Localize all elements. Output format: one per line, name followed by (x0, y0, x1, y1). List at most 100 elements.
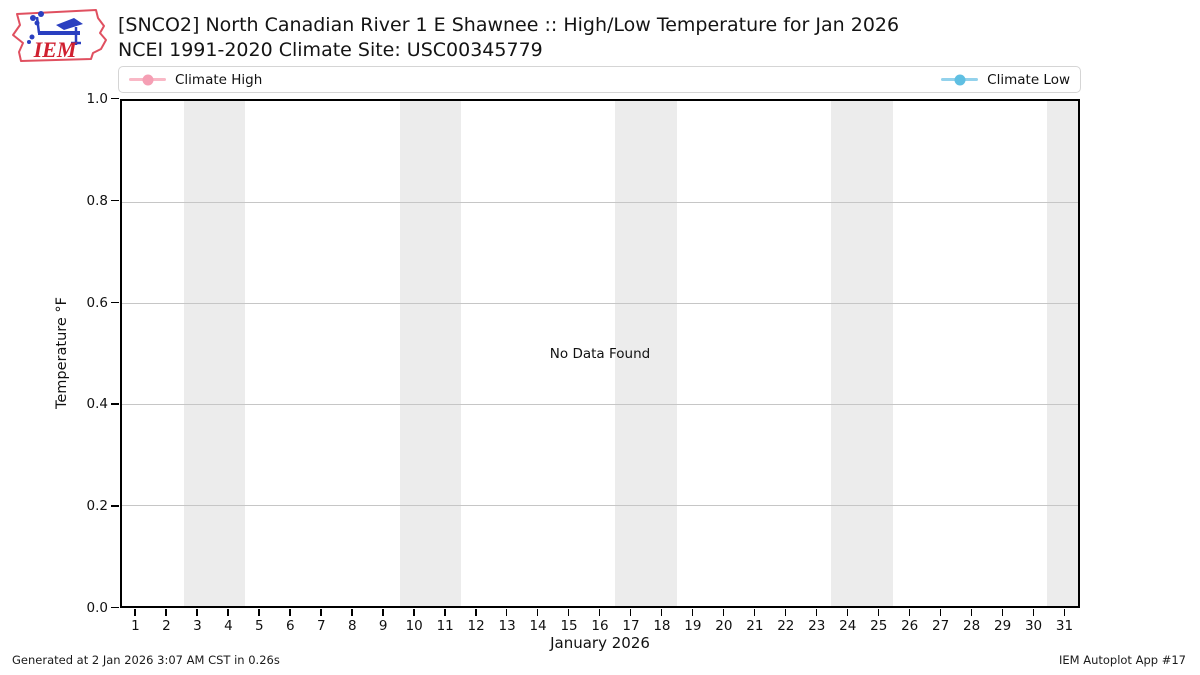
x-tick-label: 21 (746, 618, 764, 634)
x-tick-mark (908, 609, 911, 616)
weekend-shading-band (1047, 101, 1078, 606)
legend-label-climate-low: Climate Low (987, 71, 1070, 88)
x-tick-label: 28 (963, 618, 981, 634)
x-tick-label: 11 (436, 618, 454, 634)
no-data-annotation: No Data Found (549, 345, 651, 362)
x-tick-label: 12 (467, 618, 485, 634)
x-tick-label: 27 (932, 618, 950, 634)
x-tick-mark (939, 609, 942, 616)
y-tick-mark (111, 98, 119, 100)
x-tick-mark (722, 609, 725, 616)
weekend-shading-band (831, 101, 893, 606)
x-tick-label: 14 (529, 618, 547, 634)
x-tick-mark (351, 609, 353, 616)
x-tick-label: 8 (347, 618, 357, 634)
x-tick-mark (1032, 609, 1034, 616)
x-tick-mark (320, 609, 322, 616)
x-tick-mark (165, 609, 167, 616)
x-tick-label: 3 (193, 618, 202, 634)
y-gridline (122, 303, 1078, 304)
y-tick-label: 1.0 (86, 91, 108, 107)
y-gridline (122, 202, 1078, 203)
legend-label-climate-high: Climate High (175, 71, 263, 88)
y-axis-title: Temperature °F (54, 296, 70, 410)
weekend-shading-band (399, 101, 462, 606)
plot-area: No Data Found (120, 99, 1080, 608)
x-tick-label: 13 (498, 618, 516, 634)
x-tick-label: 1 (131, 618, 140, 634)
x-tick-mark (970, 609, 972, 616)
legend-entry-climate-high: Climate High (129, 72, 262, 88)
iem-logo: IEM (12, 9, 107, 62)
x-tick-mark (382, 609, 384, 616)
x-tick-label: 15 (560, 618, 578, 634)
x-tick-label: 22 (777, 618, 795, 634)
x-tick-label: 19 (684, 618, 702, 634)
x-tick-label: 7 (316, 618, 326, 634)
x-tick-mark (444, 609, 446, 616)
x-tick-mark (475, 609, 477, 616)
x-tick-mark (506, 609, 508, 616)
x-tick-label: 23 (808, 618, 826, 634)
x-tick-label: 18 (653, 618, 671, 634)
legend-entry-climate-low: Climate Low (941, 72, 1070, 88)
y-gridline (122, 505, 1078, 506)
weekend-shading-band (615, 101, 678, 606)
y-tick-mark (111, 199, 119, 202)
x-tick-label: 9 (378, 618, 388, 634)
x-tick-mark (568, 609, 570, 616)
x-tick-mark (289, 609, 291, 616)
weathervane-icon (27, 11, 83, 45)
x-tick-mark (784, 609, 787, 616)
iem-logo-text: IEM (33, 37, 78, 62)
climate-high-marker-icon (129, 73, 166, 86)
x-tick-mark (753, 609, 756, 616)
x-tick-label: 31 (1055, 618, 1074, 634)
y-tick-mark (111, 301, 119, 303)
gridline-layer (122, 101, 1078, 606)
app-credit: IEM Autoplot App #17 (1058, 653, 1186, 667)
x-axis-title: January 2026 (550, 634, 650, 652)
weekend-shading-band (183, 101, 246, 606)
x-tick-label: 29 (993, 618, 1012, 634)
x-tick-label: 6 (286, 618, 295, 634)
x-tick-label: 5 (255, 618, 264, 634)
x-tick-mark (196, 609, 198, 616)
x-tick-mark (599, 609, 601, 616)
x-tick-mark (413, 609, 415, 616)
y-tick-mark (111, 403, 119, 405)
x-tick-mark (846, 609, 849, 616)
weekend-shading-layer (122, 101, 1078, 606)
x-tick-label: 17 (622, 618, 640, 634)
x-tick-label: 26 (901, 618, 919, 634)
x-tick-mark (258, 609, 260, 616)
x-tick-label: 20 (715, 618, 733, 634)
y-tick-mark (111, 505, 119, 507)
x-tick-label: 25 (870, 618, 888, 634)
x-tick-label: 16 (591, 618, 609, 634)
x-tick-mark (629, 609, 632, 616)
y-tick-label: 0.0 (86, 600, 108, 616)
x-tick-mark (1001, 609, 1003, 616)
y-tick-label: 0.8 (86, 192, 108, 209)
x-tick-mark (660, 609, 663, 616)
x-tick-mark (227, 609, 229, 616)
x-tick-label: 4 (224, 618, 233, 634)
x-tick-label: 10 (405, 618, 423, 634)
x-tick-mark (134, 609, 136, 616)
x-tick-mark (877, 609, 880, 616)
title-block: [SNCO2] North Canadian River 1 E Shawnee… (118, 13, 899, 63)
y-gridline (122, 404, 1078, 405)
x-tick-label: 30 (1024, 618, 1043, 634)
generated-timestamp: Generated at 2 Jan 2026 3:07 AM CST in 0… (12, 653, 280, 667)
chart-subtitle: NCEI 1991-2020 Climate Site: USC00345779 (118, 39, 543, 61)
climate-low-marker-icon (941, 73, 979, 86)
x-tick-mark (537, 609, 539, 616)
x-tick-mark (691, 609, 694, 616)
y-tick-label: 0.2 (86, 498, 108, 515)
legend: Climate High Climate Low (118, 66, 1081, 93)
x-tick-label: 24 (839, 618, 857, 634)
x-tick-label: 2 (162, 618, 171, 634)
chart-title: [SNCO2] North Canadian River 1 E Shawnee… (118, 14, 900, 36)
